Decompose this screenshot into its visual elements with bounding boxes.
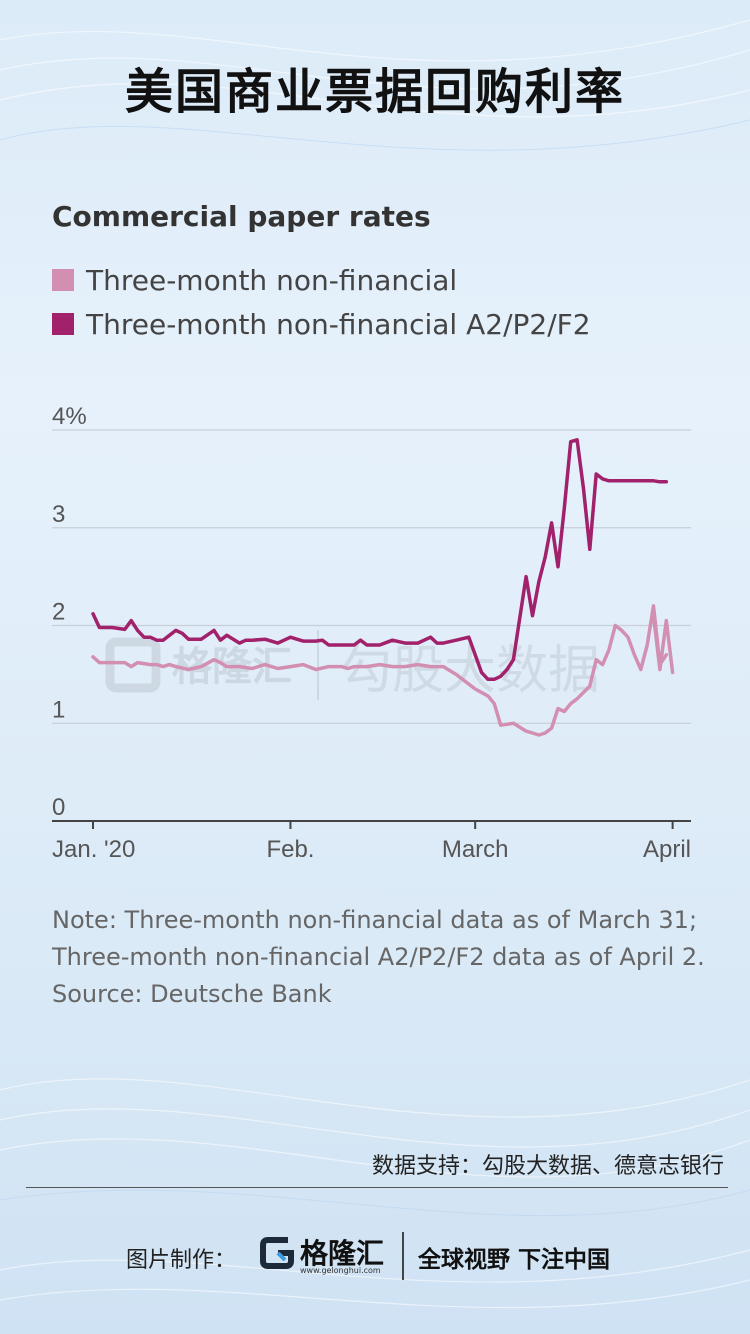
legend-label-2: Three-month non-financial A2/P2/F2 (86, 307, 591, 341)
footer-divider (26, 1187, 728, 1188)
legend-item-series-2: Three-month non-financial A2/P2/F2 (52, 302, 591, 346)
series-three-month-non-financial-line (91, 604, 669, 737)
y-tick-label-0: 4% (52, 403, 87, 430)
y-tick-label-3: 1 (52, 696, 65, 723)
legend-swatch-2 (52, 313, 74, 335)
series-three-month-a2p2f2-line (91, 438, 669, 682)
watermark: 格隆汇 勾股大数据 (105, 630, 600, 701)
slogan: 全球视野 下注中国 (418, 1247, 611, 1273)
gelonghui-logo-icon (260, 1237, 294, 1269)
line-chart: 格隆汇 勾股大数据 4% 3 2 1 0 Jan. '20 Feb. March April (52, 403, 691, 863)
footer-separator (402, 1232, 404, 1280)
y-tick-label-1: 3 (52, 501, 65, 528)
x-tick-label-1: Feb. (266, 836, 314, 863)
legend-label-1: Three-month non-financial (86, 263, 458, 297)
watermark-brand-text: 勾股大数据 (340, 641, 600, 701)
page-title: 美国商业票据回购利率 (124, 64, 625, 120)
chart-title: Commercial paper rates (52, 200, 431, 233)
logo-text: 格隆汇 (300, 1237, 385, 1270)
x-tick-label-2: March (442, 836, 509, 863)
x-tick-label-3: April (643, 836, 691, 863)
legend-item-series-1: Three-month non-financial (52, 258, 591, 302)
y-tick-label-2: 2 (52, 599, 65, 626)
footer: 图片制作： 格隆汇 www.gelonghui.com 全球视野 下注中国 (0, 1230, 750, 1290)
source-text: Source: Deutsche Bank (52, 980, 332, 1008)
logo-url: www.gelonghui.com (300, 1266, 381, 1275)
data-support-text: 数据支持：勾股大数据、德意志银行 (371, 1154, 724, 1179)
series-three-month-non-financial-late-line (651, 613, 675, 675)
legend: Three-month non-financial Three-month no… (52, 258, 591, 346)
legend-swatch-1 (52, 269, 74, 291)
note-text: Note: Three-month non-financial data as … (52, 906, 705, 971)
chart-note: Note: Three-month non-financial data as … (52, 902, 712, 1013)
x-tick-label-0: Jan. '20 (52, 836, 135, 863)
made-by-label: 图片制作： (126, 1248, 237, 1273)
y-tick-label-4: 0 (52, 794, 65, 821)
